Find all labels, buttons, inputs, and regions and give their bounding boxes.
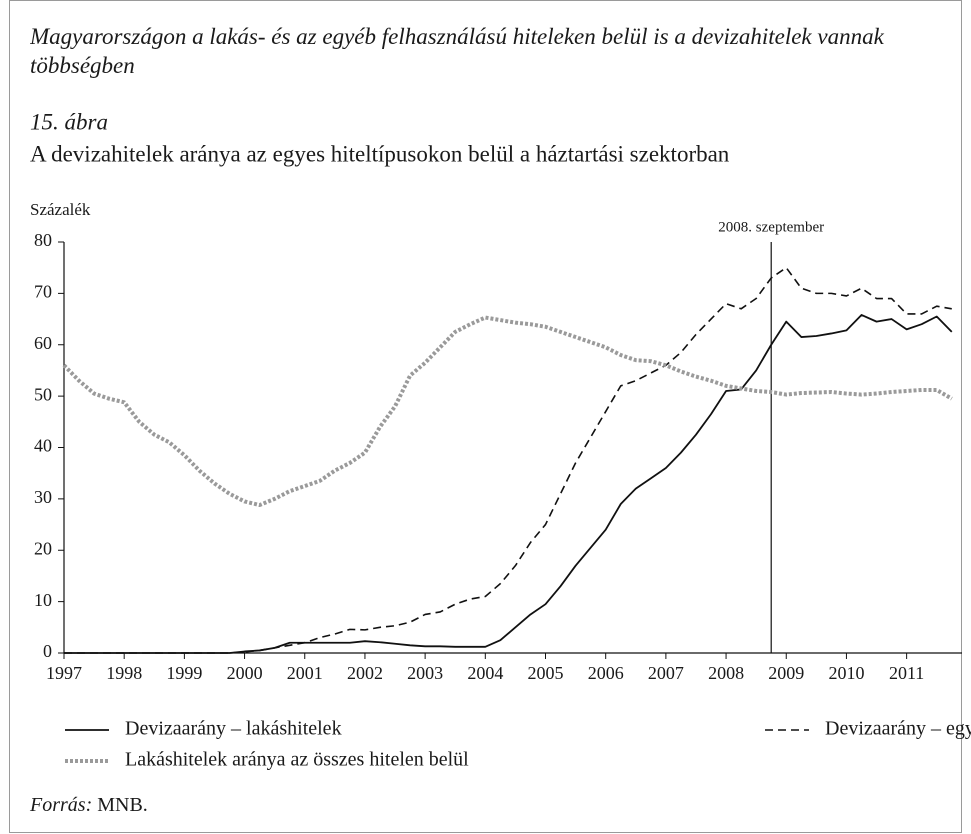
heading: Magyarországon a lakás- és az egyéb felh… [30, 24, 884, 78]
x-tick-label: 2008 [708, 663, 744, 683]
figure-label: 15. ábra [30, 109, 108, 134]
legend-label: Lakáshitelek aránya az összes hitelen be… [125, 749, 469, 771]
x-tick-label: 2005 [528, 663, 564, 683]
y-axis-label: Százalék [30, 200, 91, 219]
y-tick-label: 60 [34, 333, 52, 353]
x-tick-label: 1999 [166, 663, 202, 683]
x-tick-label: 2009 [768, 663, 804, 683]
x-tick-label: 2000 [227, 663, 263, 683]
source-text: MNB. [97, 794, 148, 816]
source-label: Forrás: [29, 794, 92, 816]
x-tick-label: 1997 [46, 663, 82, 683]
series-line [64, 314, 953, 654]
legend-label: Devizaarány – lakáshitelek [125, 718, 342, 740]
x-tick-label: 2010 [828, 663, 864, 683]
y-tick-label: 0 [43, 641, 52, 661]
y-tick-label: 40 [34, 436, 52, 456]
legend-label: Devizaarány – egyéb hitelek [825, 718, 971, 740]
frame [9, 0, 962, 833]
x-tick-label: 2001 [287, 663, 323, 683]
y-tick-label: 10 [34, 590, 52, 610]
annotation-text: 2008. szeptember [718, 219, 824, 235]
y-tick-label: 80 [34, 230, 52, 250]
x-tick-label: 2007 [648, 663, 684, 683]
heading-box: Magyarországon a lakás- és az egyéb felh… [30, 24, 884, 78]
source: Forrás: MNB. [29, 794, 148, 816]
chart-title: A devizahitelek aránya az egyes hiteltíp… [30, 141, 730, 166]
x-tick-label: 2004 [467, 663, 503, 683]
x-tick-label: 2002 [347, 663, 383, 683]
y-tick-label: 20 [34, 538, 52, 558]
x-tick-label: 2006 [588, 663, 624, 683]
x-tick-label: 1998 [106, 663, 142, 683]
series-line [62, 315, 953, 508]
x-tick-label: 2011 [889, 663, 924, 683]
series-line [64, 266, 952, 654]
x-tick-label: 2003 [407, 663, 443, 683]
y-tick-label: 70 [34, 282, 52, 302]
y-tick-label: 50 [34, 384, 52, 404]
y-tick-label: 30 [34, 487, 52, 507]
